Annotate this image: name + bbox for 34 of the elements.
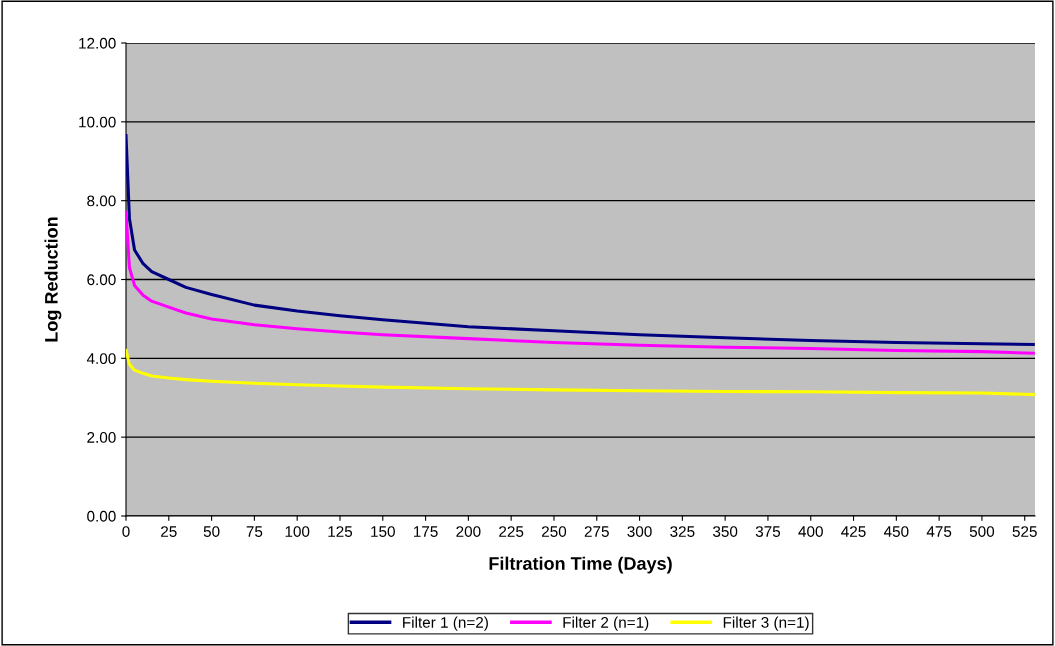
x-tick-label: 500 xyxy=(969,526,995,537)
x-tick-label: 475 xyxy=(926,526,952,537)
x-tick-label: 275 xyxy=(584,526,609,537)
y-tick-label: 2.00 xyxy=(87,432,116,443)
legend-label: Filter 3 (n=1) xyxy=(723,616,809,631)
x-tick-label: 100 xyxy=(285,526,310,537)
x-tick-label: 525 xyxy=(1012,526,1037,537)
x-tick-label: 125 xyxy=(328,526,353,537)
x-tick-label: 225 xyxy=(499,526,524,537)
x-tick-label: 150 xyxy=(371,526,395,537)
x-tick-label: 175 xyxy=(414,526,438,537)
x-tick-label: 200 xyxy=(456,526,481,537)
y-tick-label: 4.00 xyxy=(86,353,116,365)
x-tick-label: 250 xyxy=(541,526,567,537)
x-tick-label: 425 xyxy=(841,526,866,537)
x-tick-label: 0 xyxy=(122,526,130,537)
y-tick-label: 0.00 xyxy=(87,510,116,522)
y-tick-label: 10.00 xyxy=(79,116,116,128)
x-tick-label: 350 xyxy=(712,526,738,537)
x-tick-label: 450 xyxy=(883,526,909,537)
x-tick-label: 400 xyxy=(798,526,823,537)
x-tick-label: 75 xyxy=(246,526,263,537)
x-tick-label: 50 xyxy=(203,526,220,537)
x-axis-title: Filtration Time (Days) xyxy=(489,556,672,574)
y-axis-title: Log Reduction xyxy=(44,217,62,342)
x-tick-label: 25 xyxy=(161,526,177,537)
x-tick-label: 375 xyxy=(755,526,781,537)
y-tick-label: 8.00 xyxy=(87,195,116,207)
y-tick-label: 12.00 xyxy=(79,37,116,49)
x-tick-label: 325 xyxy=(670,526,695,537)
y-tick-label: 6.00 xyxy=(87,274,116,286)
legend-label: Filter 2 (n=1) xyxy=(563,616,649,631)
legend-label: Filter 1 (n=2) xyxy=(403,616,488,631)
x-tick-label: 300 xyxy=(627,526,652,537)
